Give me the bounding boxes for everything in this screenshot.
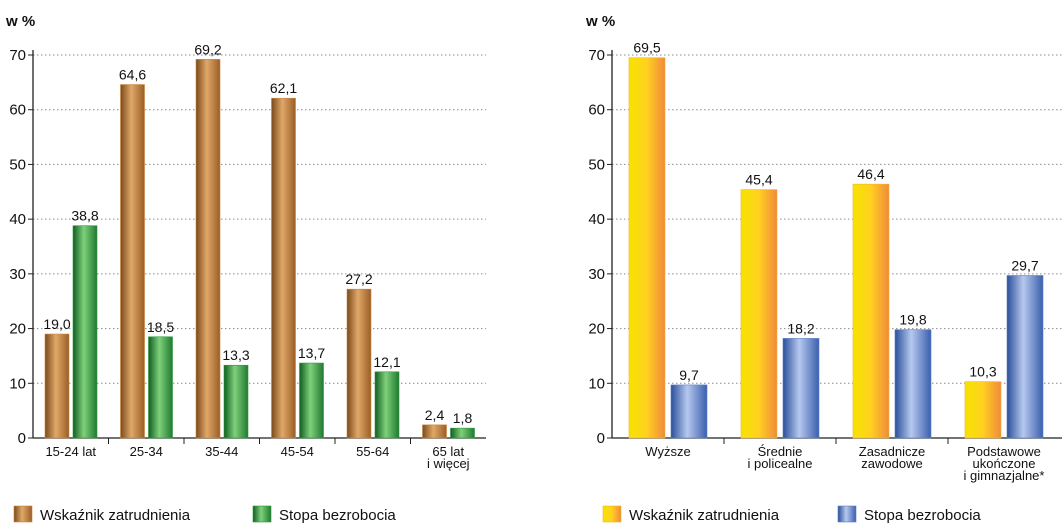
y-axis-label: w % [585,13,615,30]
y-tick-label: 70 [9,47,26,64]
bar [346,288,372,439]
x-tick-label: 15-24 lat [45,444,96,459]
bar [120,84,145,439]
y-tick-label: 20 [9,321,26,338]
data-label: 18,5 [147,319,174,335]
y-tick-label: 50 [588,156,605,173]
legend-label: Stopa bezrobocia [279,507,396,524]
legend-swatch [252,505,272,523]
y-tick-label: 60 [588,102,605,119]
x-tick-label: 55-64 [356,444,389,459]
bar [299,362,324,439]
y-axis-label: w % [5,13,35,30]
data-label: 13,7 [298,345,325,361]
x-tick-label: i policealne [747,456,812,471]
x-tick-label: 65 lat [432,444,464,459]
x-tick-label: i gimnazjalne* [964,468,1045,483]
bar [670,384,708,439]
legend-swatch [13,505,33,523]
y-tick-label: 10 [588,375,605,392]
legend-label: Wskaźnik zatrudnienia [40,507,191,524]
x-tick-label: 25-34 [130,444,163,459]
bar [271,97,296,439]
data-label: 10,3 [969,364,996,380]
y-tick-label: 70 [588,47,605,64]
x-tick-label: Zasadnicze [859,444,925,459]
bar [374,371,400,439]
bar [894,329,932,439]
bar [148,336,173,439]
data-label: 69,2 [194,41,221,57]
x-tick-label: Wyższe [645,444,690,459]
bar [1006,275,1044,439]
x-tick-label: i więcej [427,456,470,471]
bar [195,59,221,439]
legend-swatch [602,505,622,523]
legend-label: Stopa bezrobocia [864,507,981,524]
legend-label: Wskaźnik zatrudnienia [629,507,780,524]
bar [44,333,70,439]
data-label: 62,1 [270,80,297,96]
bar [782,338,820,439]
data-label: 13,3 [222,347,249,363]
y-tick-label: 50 [9,156,26,173]
legend-swatch [837,505,857,523]
x-tick-label: 35-44 [205,444,238,459]
bar [740,189,778,439]
y-tick-label: 40 [588,211,605,228]
bar [628,57,666,439]
y-tick-label: 40 [9,211,26,228]
data-label: 9,7 [679,367,699,383]
y-tick-label: 60 [9,102,26,119]
y-tick-label: 20 [588,321,605,338]
data-label: 46,4 [857,166,884,182]
y-tick-label: 10 [9,375,26,392]
chart-1: w % 0 10 20 30 40 50 60 70 15-24 lat 25-34 35-44 45-… [5,13,486,524]
bar [964,381,1002,439]
x-tick-label: 45-54 [281,444,314,459]
data-label: 19,0 [43,316,70,332]
data-label: 12,1 [373,354,400,370]
y-tick-label: 30 [588,266,605,283]
data-label: 27,2 [345,271,372,287]
x-tick-label: ukończone [973,456,1036,471]
data-label: 1,8 [453,410,473,426]
data-label: 19,8 [899,312,926,328]
data-label: 69,5 [633,40,660,56]
bar [450,427,475,439]
y-tick-label: 0 [597,430,605,447]
y-tick-label: 30 [9,266,26,283]
data-label: 45,4 [745,172,772,188]
x-tick-label: Średnie [758,444,803,459]
x-tick-label: Podstawowe [967,444,1041,459]
data-label: 2,4 [425,407,445,423]
bar [422,424,447,439]
data-label: 64,6 [119,67,146,83]
bar [72,225,98,439]
y-tick-label: 0 [18,430,26,447]
bar [852,183,890,439]
data-label: 38,8 [71,208,98,224]
data-label: 18,2 [787,320,814,336]
x-tick-label: zawodowe [861,456,922,471]
bar [223,364,249,439]
data-label: 29,7 [1011,257,1038,273]
